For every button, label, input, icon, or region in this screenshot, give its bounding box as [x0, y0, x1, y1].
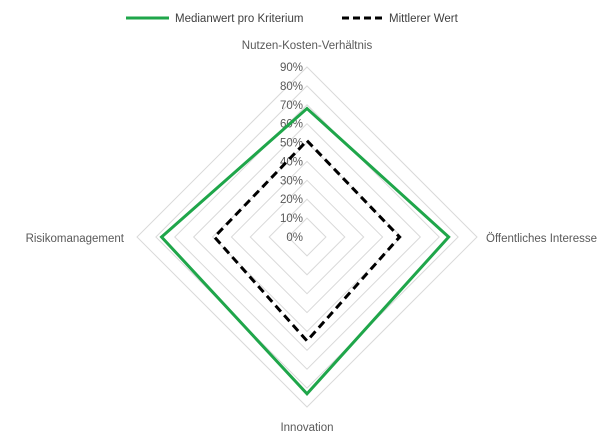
axis-label-top: Nutzen-Kosten-Verhältnis — [242, 40, 373, 52]
tick-label: 20% — [280, 194, 303, 206]
tick-label: 0% — [286, 232, 303, 244]
grid-ring-7 — [174, 104, 440, 370]
radial-tick-labels: 0% 10% 20% 30% 40% 50% 60% 70% 80% 90% — [280, 62, 303, 244]
radar-grid — [136, 66, 478, 408]
data-series — [159, 106, 451, 396]
tick-label: 50% — [280, 138, 303, 150]
tick-label: 40% — [280, 156, 303, 168]
tick-label: 70% — [280, 100, 303, 112]
grid-ring-4 — [230, 160, 384, 314]
tick-label: 10% — [280, 213, 303, 225]
grid-ring-1 — [287, 217, 327, 257]
series-line-mean — [212, 138, 402, 344]
legend-item-mean: Mittlerer Wert — [342, 13, 459, 25]
tick-label: 80% — [280, 81, 303, 93]
legend: Medianwert pro Kriterium Mittlerer Wert — [126, 13, 459, 25]
axis-labels: Nutzen-Kosten-Verhältnis Öffentliches In… — [26, 40, 597, 432]
tick-label: 60% — [280, 119, 303, 131]
tick-label: 30% — [280, 175, 303, 187]
axis-label-bottom: Innovation — [280, 422, 333, 432]
tick-label: 90% — [280, 62, 303, 74]
grid-ring-6 — [192, 122, 422, 352]
series-line-median — [159, 106, 451, 396]
axis-label-left: Risikomanagement — [26, 233, 125, 245]
legend-label-mean: Mittlerer Wert — [389, 13, 459, 25]
axis-label-right: Öffentliches Interesse — [486, 233, 597, 245]
grid-ring-9 — [136, 66, 478, 408]
grid-ring-8 — [155, 85, 459, 389]
legend-item-median: Medianwert pro Kriterium — [126, 13, 303, 25]
grid-ring-2 — [268, 198, 346, 276]
grid-ring-3 — [249, 179, 365, 295]
legend-label-median: Medianwert pro Kriterium — [175, 13, 303, 25]
